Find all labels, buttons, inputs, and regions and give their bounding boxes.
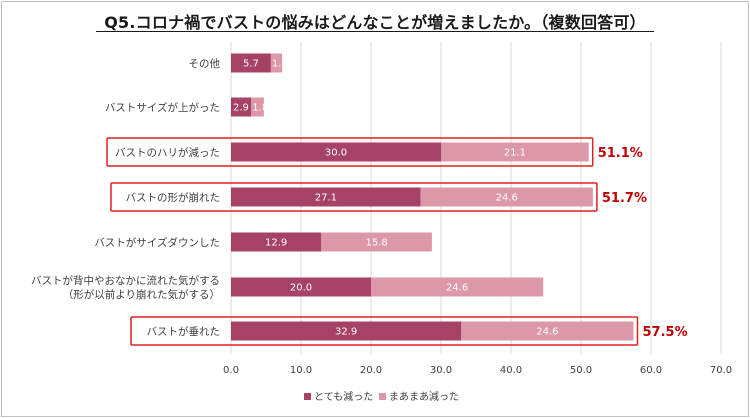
total-annotation: 51.7% [602, 191, 647, 206]
category-label: （形が以前より崩れた気がする） [63, 288, 220, 301]
highlight-box [106, 137, 594, 167]
chart-title: Q5.コロナ禍でバストの悩みはどんなことが増えましたか。（複数回答可） [104, 13, 646, 32]
data-label-series1: 2.9 [233, 103, 249, 114]
bar-segment-series1 [231, 142, 441, 162]
bar-segment-series2 [251, 97, 264, 117]
legend-label-series1: とても減った [314, 390, 373, 403]
x-tick-label: 10.0 [290, 365, 312, 376]
x-tick-label: 70.0 [710, 365, 732, 376]
category-labels: その他バストサイズが上がったバストのハリが減ったバストの形が崩れたバストがサイズ… [31, 57, 220, 338]
category-label: バストが垂れた [147, 325, 221, 338]
data-label-series1: 5.7 [243, 59, 259, 70]
x-axis-ticks: 0.0 10.0 20.0 30.0 40.0 50.0 60.0 70.0 [223, 365, 732, 376]
data-label-series2: 24.6 [496, 193, 518, 204]
x-tick-label: 50.0 [570, 365, 592, 376]
x-tick-label: 40.0 [500, 365, 522, 376]
total-annotation: 51.1% [598, 146, 643, 161]
bar-segment-series2 [371, 277, 544, 297]
bar-segment-series1 [231, 187, 421, 207]
title-underline [96, 31, 654, 32]
data-label-series1: 32.9 [335, 327, 357, 338]
bar-segment-series1 [231, 277, 371, 297]
highlight-box [130, 316, 639, 346]
bar-segment-series2 [461, 321, 634, 341]
bar-segment-series2 [270, 53, 283, 73]
data-label-series2: 21.1 [504, 148, 526, 159]
bar-segment-series2 [321, 232, 432, 252]
category-label: バストのハリが減った [115, 146, 220, 159]
category-label: バストサイズが上がった [105, 101, 220, 114]
legend: とても減った まあまあ減った [304, 390, 459, 403]
bar-segment-series2 [441, 142, 589, 162]
bar-segment-series1 [231, 97, 252, 117]
bar-segment-series1 [231, 53, 271, 73]
highlight-box [110, 182, 598, 212]
data-label-series2: 15.8 [365, 238, 387, 249]
data-label-series2: 1.6 [272, 59, 288, 70]
bar-segment-series1 [231, 321, 462, 341]
total-annotation: 57.5% [643, 325, 688, 340]
highlight-boxes: 51.1% 51.7% 57.5% [106, 137, 688, 346]
category-label: バストが背中やおなかに流れた気がする [31, 274, 220, 287]
x-tick-label: 60.0 [640, 365, 662, 376]
x-tick-label: 20.0 [360, 365, 382, 376]
bar-segment-series2 [420, 187, 593, 207]
x-tick-label: 0.0 [223, 365, 239, 376]
data-label-series1: 30.0 [325, 148, 347, 159]
category-label: バストがサイズダウンした [94, 236, 220, 249]
bar-segment-series1 [231, 232, 322, 252]
category-label: その他 [189, 57, 221, 70]
legend-label-series2: まあまあ減った [389, 390, 459, 403]
legend-swatch-series1 [304, 393, 311, 400]
category-label: バストの形が崩れた [126, 191, 221, 204]
data-label-series1: 12.9 [265, 238, 287, 249]
data-label-series2: 24.6 [446, 283, 468, 294]
data-label-series1: 20.0 [290, 283, 312, 294]
data-label-series1: 27.1 [315, 193, 337, 204]
data-label-series2: 24.6 [536, 327, 558, 338]
legend-swatch-series2 [379, 393, 386, 400]
data-label-series2: 1.8 [252, 103, 268, 114]
x-tick-label: 30.0 [430, 365, 452, 376]
bars: 5.7 1.6 2.9 1.8 30.0 21.1 27.1 24.6 12.9 15.8 20.0… [231, 53, 634, 341]
